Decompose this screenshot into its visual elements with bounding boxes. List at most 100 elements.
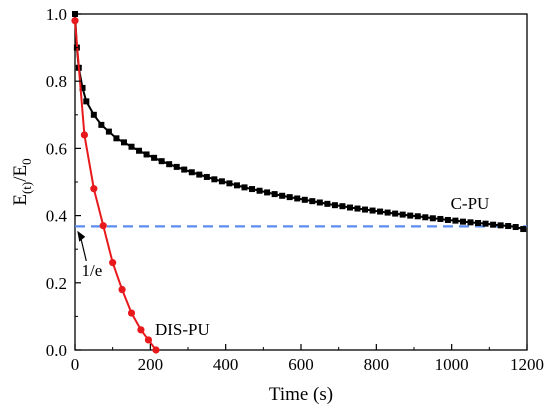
c-pu-point — [105, 128, 112, 135]
c-pu-point — [369, 207, 376, 214]
c-pu-point — [188, 169, 195, 176]
y-tick-label: 0.8 — [46, 72, 67, 91]
c-pu-point — [309, 198, 316, 205]
one-over-e-label: 1/e — [82, 261, 103, 280]
plot-area — [74, 13, 528, 351]
c-pu-label: C-PU — [451, 194, 490, 213]
c-pu-point — [294, 195, 301, 202]
y-axis-title-sub2: 0 — [19, 158, 34, 165]
c-pu-point — [286, 194, 293, 201]
c-pu-point — [233, 182, 240, 189]
c-pu-point — [279, 192, 286, 199]
one-over-e-arrow-head — [77, 230, 86, 242]
c-pu-point — [354, 205, 361, 212]
c-pu-point — [339, 203, 346, 210]
c-pu-point — [196, 171, 203, 178]
y-axis-title: E(t)/E0 — [10, 158, 34, 205]
c-pu-point — [113, 135, 120, 142]
c-pu-point — [482, 220, 489, 227]
y-tick-label: 0.6 — [46, 139, 67, 158]
y-tick-label: 0.0 — [46, 341, 67, 360]
x-tick-label: 200 — [138, 355, 164, 374]
x-tick-label: 600 — [288, 355, 314, 374]
c-pu-point — [512, 224, 519, 231]
plot-frame — [74, 13, 528, 351]
x-tick-label: 400 — [213, 355, 239, 374]
dis-pu-point — [137, 326, 145, 334]
c-pu-point — [459, 218, 466, 225]
c-pu-point — [437, 215, 444, 222]
dis-pu-point — [80, 131, 89, 139]
c-pu-point — [429, 215, 436, 222]
c-pu-point — [324, 200, 331, 207]
c-pu-point — [249, 186, 256, 193]
c-pu-point — [211, 176, 218, 183]
c-pu-point — [218, 178, 225, 185]
c-pu-point — [143, 151, 150, 158]
c-pu-point — [467, 219, 474, 226]
dis-pu-point — [144, 336, 153, 344]
dis-pu-point — [99, 222, 107, 230]
c-pu-point — [490, 221, 497, 228]
c-pu-point — [362, 206, 369, 213]
dis-pu-point — [152, 346, 160, 354]
c-pu-point — [384, 209, 391, 216]
dis-pu-point — [109, 259, 117, 267]
c-pu-point — [271, 191, 278, 198]
c-pu-point — [241, 184, 248, 191]
c-pu-point — [407, 212, 414, 219]
c-pu-point — [301, 196, 308, 203]
c-pu-point — [331, 202, 338, 209]
dis-pu-point — [90, 185, 98, 193]
c-pu-point — [422, 214, 429, 221]
ticks-layer: 0 200 400 600 800 1000 1200 0.0 0.2 0.4 0.6 0.8 1.0 — [46, 5, 544, 374]
dis-pu-label: DIS-PU — [155, 320, 210, 339]
c-pu-point — [226, 180, 233, 187]
x-tick-label: 1200 — [510, 355, 544, 374]
series-layer — [71, 11, 527, 354]
y-axis-title-slash: /E — [10, 165, 31, 182]
c-pu-point — [90, 111, 97, 118]
c-pu-point — [166, 161, 173, 168]
c-pu-point — [377, 208, 384, 215]
c-pu-point — [173, 163, 180, 170]
c-pu-point — [158, 158, 165, 165]
c-pu-point — [120, 139, 127, 146]
annotations: C-PU DIS-PU 1/e — [77, 194, 489, 339]
c-pu-point — [505, 223, 512, 230]
c-pu-point — [392, 210, 399, 217]
c-pu-point — [181, 166, 188, 173]
y-axis-title-base: E — [10, 194, 31, 206]
y-tick-label: 0.4 — [46, 207, 68, 226]
c-pu-point — [346, 204, 353, 211]
c-pu-point — [151, 154, 158, 161]
y-tick-label: 1.0 — [46, 5, 67, 24]
dis-pu-point — [71, 17, 79, 25]
c-pu-point — [452, 217, 459, 224]
dis-pu-point — [118, 285, 126, 294]
c-pu-point — [98, 121, 105, 128]
c-pu-point — [475, 219, 482, 226]
c-pu-point — [444, 216, 451, 223]
c-pu-point — [83, 98, 90, 105]
c-pu-point — [520, 226, 527, 233]
c-pu-point — [414, 213, 421, 220]
c-pu-point — [79, 84, 86, 91]
c-pu-point — [399, 211, 406, 218]
c-pu-point — [497, 222, 504, 229]
c-pu-point — [256, 187, 263, 194]
c-pu-point — [316, 199, 323, 206]
x-tick-label: 1000 — [435, 355, 469, 374]
y-axis-title-sub1: (t) — [19, 182, 34, 194]
c-pu-point — [264, 189, 271, 196]
x-tick-label: 800 — [364, 355, 390, 374]
y-tick-label: 0.2 — [46, 274, 67, 293]
c-pu-point — [136, 147, 143, 154]
c-pu-point — [203, 173, 210, 180]
x-axis-title: Time (s) — [269, 384, 333, 405]
c-pu-point — [128, 143, 135, 150]
dis-pu-point — [127, 309, 136, 317]
x-tick-label: 0 — [71, 355, 80, 374]
dis-pu-line — [74, 20, 157, 351]
